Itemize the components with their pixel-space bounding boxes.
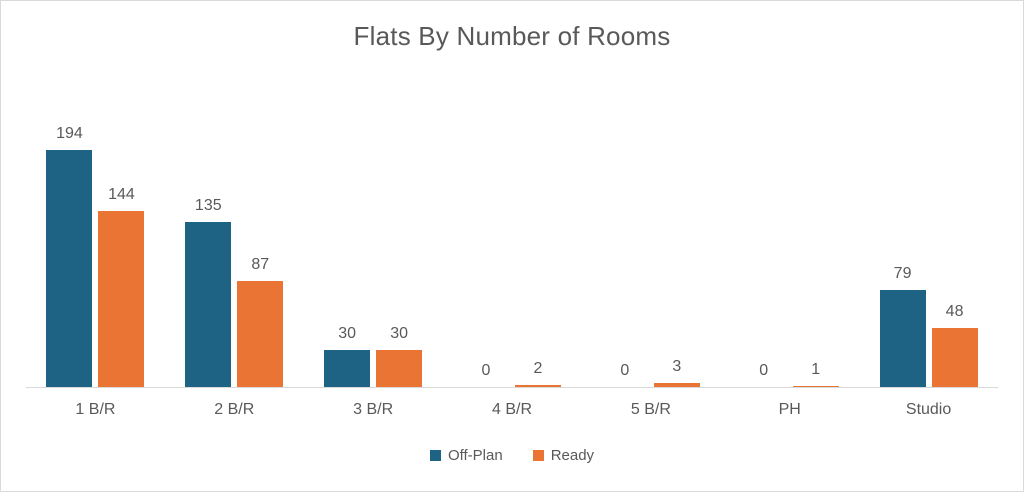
x-axis-label: Studio (905, 401, 952, 418)
bar-ready (653, 383, 700, 387)
bar-value-label: 48 (945, 302, 964, 320)
bar-ready (237, 281, 284, 387)
bar-group: 194 144 (26, 118, 165, 387)
legend: Off-Plan Ready (1, 447, 1023, 464)
bar-ready (376, 350, 423, 387)
bar-column-off-plan: 0 (741, 362, 787, 387)
bar-value-label: 194 (56, 124, 83, 142)
bar-value-label: 30 (390, 324, 409, 342)
bar-column-off-plan: 194 (46, 124, 93, 387)
bar-ready (792, 386, 839, 387)
bar-column-ready: 1 (792, 360, 839, 387)
x-axis-label: 4 B/R (492, 401, 533, 418)
bar-value-label: 79 (893, 264, 912, 282)
legend-entry-ready: Ready (532, 447, 595, 464)
bar-column-off-plan: 30 (324, 324, 371, 387)
bar-ready (515, 385, 561, 387)
x-axis-label: 3 B/R (353, 401, 394, 418)
bar-group: 79 48 (859, 118, 998, 387)
bar-value-label: 0 (481, 361, 491, 379)
x-axis-label: PH (778, 401, 801, 418)
legend-label: Off-Plan (447, 447, 503, 464)
bar-off-plan (324, 350, 371, 387)
x-axis-label: 5 B/R (630, 401, 671, 418)
bar-value-label: 2 (533, 359, 543, 377)
bar-column-ready: 3 (653, 357, 700, 387)
bar-column-off-plan: 0 (602, 362, 648, 387)
bar-value-label: 135 (194, 196, 222, 214)
bar-group: 135 87 (165, 118, 304, 387)
bar-off-plan (879, 290, 926, 387)
bar-ready (98, 211, 145, 387)
bar-value-label: 0 (759, 361, 769, 379)
bar-column-off-plan: 79 (879, 264, 926, 387)
plot-area: 194 144 135 87 30 30 0 2 0 3 0 1 79 48 (26, 118, 998, 388)
bar-column-ready: 30 (376, 324, 423, 387)
bar-off-plan (185, 222, 232, 387)
bar-column-ready: 87 (237, 255, 284, 387)
bar-column-off-plan: 0 (463, 362, 509, 387)
x-axis-label: 1 B/R (75, 401, 116, 418)
bar-value-label: 144 (108, 185, 135, 203)
bar-value-label: 87 (251, 255, 270, 273)
x-axis-labels: 1 B/R 2 B/R 3 B/R 4 B/R 5 B/R PH Studio (26, 388, 998, 419)
legend-label: Ready (550, 447, 595, 464)
legend-swatch-icon (429, 450, 441, 461)
bar-value-label: 0 (620, 361, 630, 379)
bar-ready (931, 328, 978, 387)
bar-value-label: 3 (672, 357, 682, 375)
x-axis-label: 2 B/R (214, 401, 255, 418)
bar-group: 30 30 (304, 118, 443, 387)
legend-entry-off-plan: Off-Plan (429, 447, 503, 464)
bar-column-ready: 144 (98, 185, 145, 387)
bar-value-label: 1 (811, 360, 821, 378)
bar-column-ready: 48 (931, 302, 978, 387)
bar-off-plan (46, 150, 93, 387)
bar-value-label: 30 (338, 324, 357, 342)
legend-swatch-icon (532, 450, 544, 461)
chart-title: Flats By Number of Rooms (353, 21, 671, 51)
bar-column-off-plan: 135 (185, 196, 232, 387)
bar-column-ready: 2 (515, 360, 561, 387)
